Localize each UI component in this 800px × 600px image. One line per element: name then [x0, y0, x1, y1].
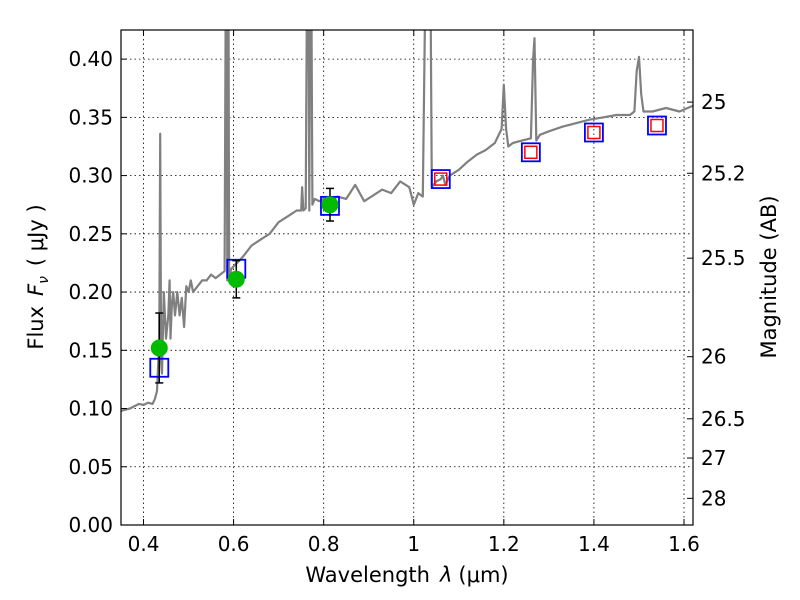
y-tick-label: 0.35 [68, 105, 113, 129]
right-tick-label: 26.5 [701, 407, 746, 431]
y-tick-label: 0.20 [68, 280, 113, 304]
model-point-inner [587, 125, 601, 140]
plot-background [121, 30, 693, 525]
spectrum-line [121, 30, 693, 412]
model-point [584, 122, 604, 143]
x-tick-label: 1.6 [668, 532, 700, 556]
model-point-inner [650, 118, 664, 133]
x-tick-label: 0.6 [218, 532, 250, 556]
y-tick-label: 0.30 [68, 164, 113, 188]
y-tick-label: 0.25 [68, 222, 113, 246]
observed-point [150, 339, 168, 357]
model-point-inner [524, 145, 538, 160]
observed-point [227, 270, 245, 288]
y-tick-label: 0.05 [68, 455, 113, 479]
model-point [647, 115, 667, 136]
x-tick-label: 1.4 [578, 532, 610, 556]
right-axis-label: Magnitude (AB) [757, 195, 781, 358]
x-tick-label: 0.4 [128, 532, 160, 556]
right-tick-label: 25.5 [701, 246, 746, 270]
right-tick-label: 25.2 [701, 161, 746, 185]
right-tick-label: 28 [701, 486, 726, 510]
y-tick-label: 0.10 [68, 397, 113, 421]
x-tick-label: 0.8 [308, 532, 340, 556]
model-point [520, 142, 541, 163]
y-tick-label: 0.15 [68, 338, 113, 362]
x-tick-label: 1 [407, 532, 420, 556]
right-tick-label: 25 [701, 90, 726, 114]
right-tick-label: 27 [701, 446, 726, 470]
ticks: 0.4 0.6 0.8 1 1.2 1.4 1.6 0.00 0.05 0.10 0.15 0.20 0… [68, 30, 746, 556]
model-point [430, 169, 451, 189]
series-area [121, 30, 693, 412]
x-tick-label: 1.2 [488, 532, 520, 556]
y-tick-label: 0.00 [68, 513, 113, 537]
right-tick-label: 26 [701, 345, 726, 369]
model-point-inner [434, 172, 448, 186]
y-axis-label: FluxFν( μJy ) [24, 204, 52, 349]
plot-frame [120, 29, 694, 526]
x-axis-label: Wavelength λ (μm) [305, 563, 508, 587]
y-tick-label: 0.40 [68, 47, 113, 71]
observed-point [321, 196, 339, 214]
